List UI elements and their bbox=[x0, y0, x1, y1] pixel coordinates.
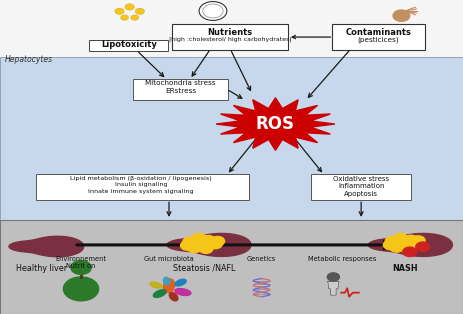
Circle shape bbox=[395, 238, 409, 247]
Circle shape bbox=[194, 239, 208, 248]
Circle shape bbox=[403, 247, 417, 257]
FancyBboxPatch shape bbox=[36, 174, 249, 200]
Circle shape bbox=[115, 8, 124, 14]
Circle shape bbox=[327, 273, 339, 281]
Text: Oxidative stress
Inflammation
Apoptosis: Oxidative stress Inflammation Apoptosis bbox=[333, 176, 389, 197]
FancyBboxPatch shape bbox=[0, 57, 463, 220]
Circle shape bbox=[383, 240, 397, 250]
Text: Genetics: Genetics bbox=[247, 256, 276, 262]
Circle shape bbox=[181, 241, 194, 250]
Text: Hepatocytes: Hepatocytes bbox=[5, 55, 53, 64]
Circle shape bbox=[120, 15, 129, 20]
Polygon shape bbox=[369, 233, 452, 257]
Ellipse shape bbox=[150, 282, 162, 288]
Text: NASH: NASH bbox=[392, 264, 418, 273]
Text: Steatosis /NAFL: Steatosis /NAFL bbox=[173, 264, 235, 273]
FancyBboxPatch shape bbox=[133, 78, 228, 100]
Circle shape bbox=[385, 236, 399, 246]
Circle shape bbox=[201, 236, 215, 245]
Ellipse shape bbox=[153, 290, 166, 297]
Ellipse shape bbox=[175, 279, 186, 286]
Ellipse shape bbox=[163, 279, 175, 293]
Circle shape bbox=[410, 239, 424, 248]
Text: Lipid metabolism (β-oxidation / lipogenesis)
Insulin signaling
Innate immune sys: Lipid metabolism (β-oxidation / lipogene… bbox=[70, 176, 212, 194]
Text: Nutrients: Nutrients bbox=[207, 28, 253, 37]
Circle shape bbox=[188, 243, 201, 253]
Text: Lipotoxicity: Lipotoxicity bbox=[102, 40, 157, 49]
Polygon shape bbox=[216, 98, 335, 150]
Text: Environnement
Nutrit on: Environnement Nutrit on bbox=[56, 256, 106, 269]
Ellipse shape bbox=[163, 277, 170, 285]
Polygon shape bbox=[9, 236, 84, 257]
Text: Contaminants: Contaminants bbox=[345, 28, 411, 37]
Circle shape bbox=[192, 233, 206, 243]
Circle shape bbox=[211, 236, 225, 246]
Circle shape bbox=[131, 15, 139, 20]
FancyBboxPatch shape bbox=[89, 40, 168, 51]
Circle shape bbox=[63, 277, 99, 301]
Circle shape bbox=[390, 243, 404, 252]
Circle shape bbox=[394, 233, 407, 243]
Circle shape bbox=[183, 237, 197, 246]
FancyBboxPatch shape bbox=[172, 24, 288, 50]
FancyBboxPatch shape bbox=[332, 24, 425, 50]
Circle shape bbox=[393, 10, 410, 21]
Circle shape bbox=[135, 8, 144, 14]
Text: Gut microbiota: Gut microbiota bbox=[144, 256, 194, 262]
FancyBboxPatch shape bbox=[0, 220, 463, 314]
Text: (pesticices): (pesticices) bbox=[357, 37, 399, 43]
Circle shape bbox=[199, 244, 213, 253]
Polygon shape bbox=[328, 281, 339, 295]
Circle shape bbox=[208, 239, 222, 249]
Text: ROS: ROS bbox=[256, 115, 295, 133]
Polygon shape bbox=[167, 233, 251, 257]
Ellipse shape bbox=[175, 289, 191, 295]
Circle shape bbox=[404, 235, 418, 245]
Circle shape bbox=[71, 261, 91, 274]
Circle shape bbox=[416, 242, 430, 252]
Text: Healthy liver: Healthy liver bbox=[16, 264, 67, 273]
Text: Mitochondria stress
ERstress: Mitochondria stress ERstress bbox=[145, 80, 216, 94]
Text: |high :cholesterol/ high carbohydrates|: |high :cholesterol/ high carbohydrates| bbox=[169, 36, 291, 42]
Circle shape bbox=[199, 2, 227, 20]
Circle shape bbox=[411, 236, 425, 245]
Text: Metabolic responses: Metabolic responses bbox=[308, 256, 377, 262]
Circle shape bbox=[400, 243, 414, 253]
FancyBboxPatch shape bbox=[311, 174, 411, 200]
Circle shape bbox=[125, 4, 134, 10]
Ellipse shape bbox=[169, 293, 178, 301]
